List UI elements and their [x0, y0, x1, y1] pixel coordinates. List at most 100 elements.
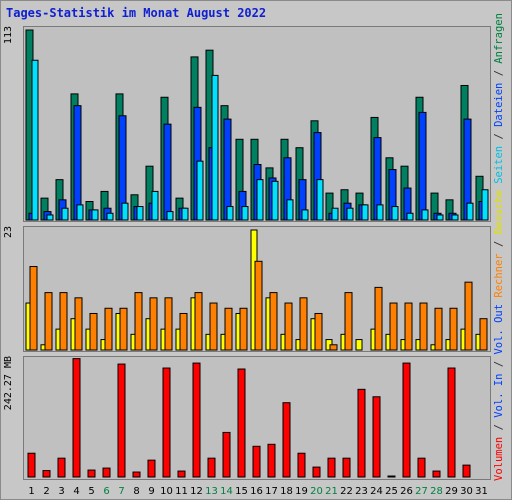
bar-volumen-11	[177, 470, 186, 478]
day-label-18: 18	[280, 486, 293, 497]
bar-seiten-22	[346, 207, 354, 221]
day-label-11: 11	[175, 486, 188, 497]
day-label-13: 13	[205, 486, 218, 497]
bar-volumen-6	[102, 467, 111, 478]
day-label-15: 15	[235, 486, 248, 497]
bar-volumen-20	[312, 466, 321, 478]
bar-seiten-10	[166, 211, 174, 221]
bar-rechner-9	[149, 297, 158, 351]
bar-rechner-2	[44, 292, 53, 351]
bar-volumen-4	[72, 358, 81, 478]
bar-seiten-12	[196, 160, 204, 221]
bar-besuche-23	[355, 339, 363, 351]
bar-seiten-1	[31, 59, 39, 221]
bar-dateien-10	[163, 123, 172, 221]
bar-rechner-14	[224, 307, 233, 351]
bar-volumen-28	[432, 470, 441, 478]
bar-volumen-5	[87, 469, 96, 478]
bar-volumen-9	[147, 459, 156, 478]
legend-vol-out: Vol. Out	[493, 303, 505, 355]
bar-seiten-28	[436, 214, 444, 221]
day-label-27: 27	[415, 486, 428, 497]
bar-seiten-21	[331, 207, 339, 221]
bar-seiten-29	[451, 214, 459, 221]
legend-besuche: Besuche	[493, 190, 505, 235]
bar-seiten-30	[466, 202, 474, 221]
day-label-21: 21	[325, 486, 338, 497]
bar-rechner-28	[434, 307, 443, 351]
bar-rechner-8	[134, 292, 143, 351]
bar-rechner-12	[194, 292, 203, 351]
day-label-8: 8	[133, 486, 139, 497]
day-label-3: 3	[58, 486, 64, 497]
day-label-9: 9	[148, 486, 154, 497]
bar-rechner-15	[239, 307, 248, 351]
day-label-12: 12	[190, 486, 203, 497]
bar-volumen-23	[357, 388, 366, 478]
bar-rechner-16	[254, 260, 263, 351]
bar-volumen-15	[237, 368, 246, 478]
bar-volumen-3	[57, 457, 66, 478]
bar-volumen-21	[327, 457, 336, 478]
bar-seiten-23	[361, 204, 369, 221]
bar-rechner-4	[74, 297, 83, 351]
day-label-16: 16	[250, 486, 263, 497]
bar-volumen-27	[417, 457, 426, 478]
bar-volumen-25	[387, 475, 396, 478]
bar-seiten-26	[406, 212, 414, 221]
bar-seiten-16	[256, 179, 264, 221]
bar-volumen-18	[282, 402, 291, 478]
day-label-17: 17	[265, 486, 278, 497]
bar-seiten-7	[121, 202, 129, 221]
bar-volumen-22	[342, 457, 351, 478]
bar-rechner-13	[209, 302, 218, 351]
bar-dateien-4	[73, 105, 82, 221]
bar-seiten-31	[481, 189, 489, 221]
bar-seiten-13	[211, 74, 219, 221]
bar-volumen-24	[372, 396, 381, 478]
day-label-10: 10	[160, 486, 173, 497]
bar-rechner-19	[299, 297, 308, 351]
legend-rechner: Rechner	[493, 253, 505, 298]
bar-volumen-30	[462, 464, 471, 478]
bar-seiten-17	[271, 180, 279, 221]
bar-volumen-17	[267, 443, 276, 478]
bar-rechner-1	[29, 266, 38, 351]
day-label-25: 25	[385, 486, 398, 497]
day-label-6: 6	[103, 486, 109, 497]
day-label-29: 29	[445, 486, 458, 497]
bar-volumen-13	[207, 457, 216, 478]
legend-dateien: Dateien	[493, 82, 505, 127]
bar-seiten-5	[91, 209, 99, 221]
bar-rechner-26	[404, 302, 413, 351]
bar-seiten-2	[46, 214, 54, 221]
bar-rechner-25	[389, 302, 398, 351]
bar-seiten-6	[106, 212, 114, 221]
day-label-1: 1	[28, 486, 34, 497]
bar-seiten-27	[421, 209, 429, 221]
bar-volumen-2	[42, 470, 51, 478]
day-label-4: 4	[73, 486, 79, 497]
bar-seiten-9	[151, 190, 159, 221]
day-label-26: 26	[400, 486, 413, 497]
bar-volumen-12	[192, 362, 201, 478]
day-label-31: 31	[475, 486, 488, 497]
bar-seiten-19	[301, 209, 309, 221]
bar-rechner-7	[119, 307, 128, 351]
chart-title: Tages-Statistik im Monat August 2022	[6, 6, 267, 20]
bar-volumen-7	[117, 363, 126, 478]
day-label-20: 20	[310, 486, 323, 497]
day-label-22: 22	[340, 486, 353, 497]
bar-rechner-27	[419, 302, 428, 351]
bar-seiten-25	[391, 206, 399, 221]
day-label-14: 14	[220, 486, 233, 497]
right-legend: Volumen / Vol. In / Vol. Out Rechner / B…	[493, 13, 505, 481]
bar-rechner-3	[59, 292, 68, 351]
bar-rechner-11	[179, 312, 188, 351]
bar-seiten-11	[181, 207, 189, 221]
day-label-19: 19	[295, 486, 308, 497]
bar-rechner-18	[284, 302, 293, 351]
legend-anfragen: Anfragen	[493, 13, 505, 64]
